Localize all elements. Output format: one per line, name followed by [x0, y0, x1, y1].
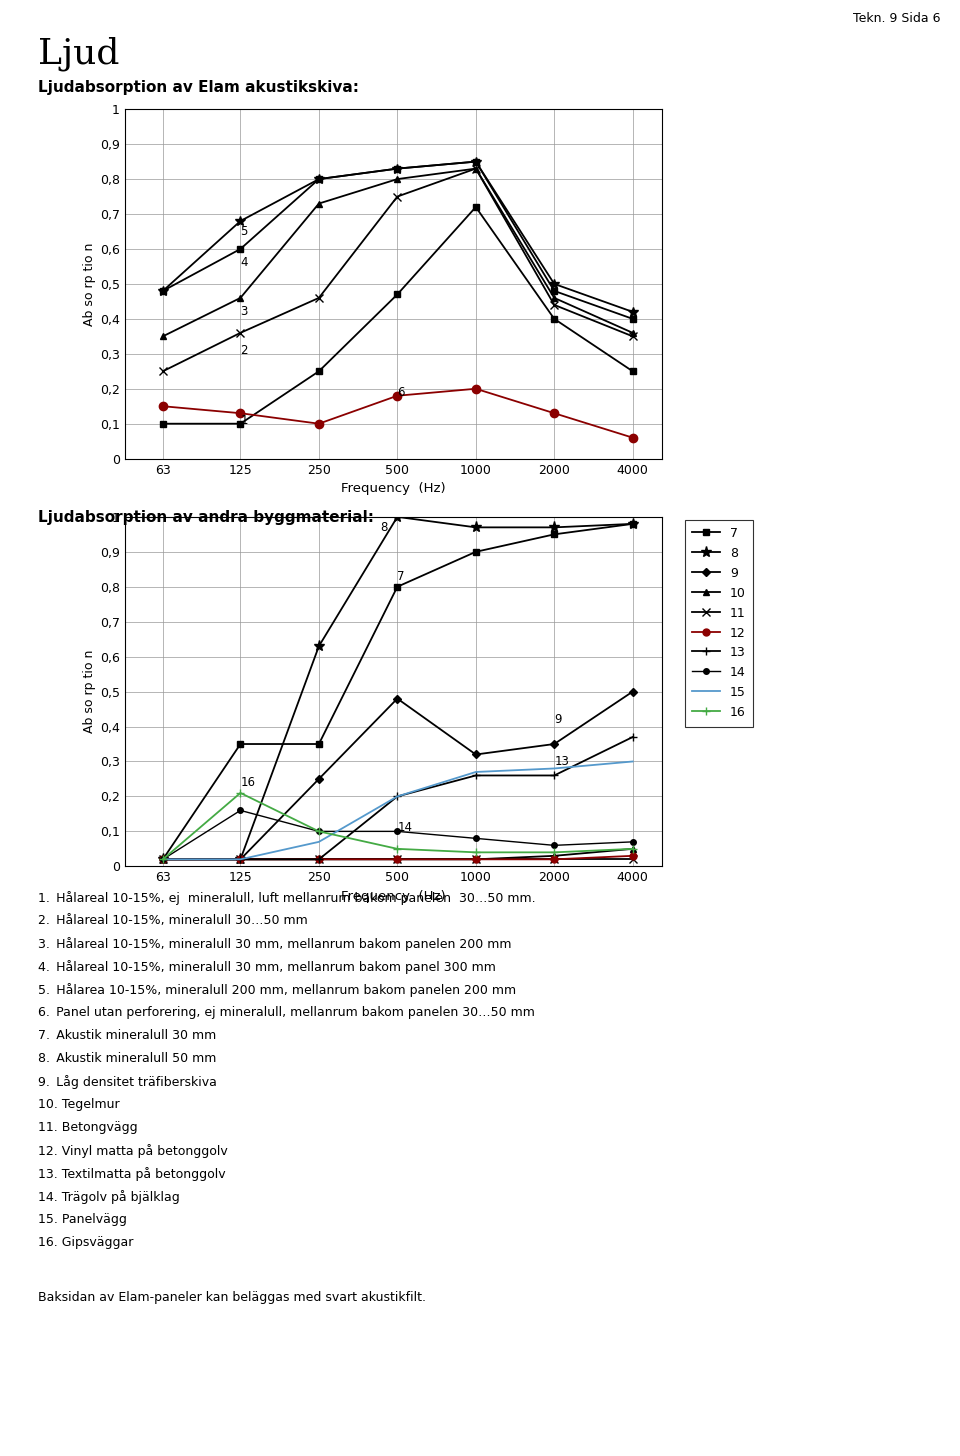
Text: 9. Låg densitet träfiberskiva: 9. Låg densitet träfiberskiva [38, 1075, 217, 1089]
Text: 14: 14 [397, 821, 413, 834]
Text: Ljudabsorption av Elam akustikskiva:: Ljudabsorption av Elam akustikskiva: [38, 80, 359, 95]
Text: 9: 9 [554, 713, 562, 727]
Text: 15. Panelvägg: 15. Panelvägg [38, 1213, 128, 1226]
Text: 13. Textilmatta på betonggolv: 13. Textilmatta på betonggolv [38, 1168, 226, 1181]
Y-axis label: Ab so rp tio n: Ab so rp tio n [83, 242, 96, 326]
Text: 5: 5 [240, 226, 248, 237]
Y-axis label: Ab so rp tio n: Ab so rp tio n [83, 649, 96, 734]
Text: 7: 7 [397, 569, 405, 582]
Text: 14. Trägolv på bjälklag: 14. Trägolv på bjälklag [38, 1190, 180, 1204]
Text: 12. Vinyl matta på betonggolv: 12. Vinyl matta på betonggolv [38, 1144, 228, 1158]
Text: 8. Akustik mineralull 50 mm: 8. Akustik mineralull 50 mm [38, 1053, 217, 1066]
Text: 6: 6 [397, 386, 405, 399]
Text: 10. Tegelmur: 10. Tegelmur [38, 1098, 120, 1111]
Text: Ljud: Ljud [38, 36, 120, 71]
Text: 1. Hålareal 10-15%, ej  mineralull, luft mellanrum bakom panelen  30…50 mm.: 1. Hålareal 10-15%, ej mineralull, luft … [38, 891, 536, 906]
Text: 4. Hålareal 10-15%, mineralull 30 mm, mellanrum bakom panel 300 mm: 4. Hålareal 10-15%, mineralull 30 mm, me… [38, 960, 496, 974]
Text: 3: 3 [240, 306, 248, 319]
Text: Ljudabsorption av andra byggmaterial:: Ljudabsorption av andra byggmaterial: [38, 510, 374, 524]
Text: 8: 8 [380, 521, 388, 534]
Text: 6. Panel utan perforering, ej mineralull, mellanrum bakom panelen 30…50 mm: 6. Panel utan perforering, ej mineralull… [38, 1006, 536, 1019]
Text: 2: 2 [240, 344, 248, 357]
Text: 4: 4 [240, 256, 248, 269]
Text: 5. Hålarea 10-15%, mineralull 200 mm, mellanrum bakom panelen 200 mm: 5. Hålarea 10-15%, mineralull 200 mm, me… [38, 983, 516, 997]
Text: 16. Gipsväggar: 16. Gipsväggar [38, 1236, 133, 1249]
Text: 7. Akustik mineralull 30 mm: 7. Akustik mineralull 30 mm [38, 1029, 217, 1042]
Text: 16: 16 [240, 776, 255, 789]
Text: 13: 13 [554, 756, 569, 767]
Text: 2. Hålareal 10-15%, mineralull 30…50 mm: 2. Hålareal 10-15%, mineralull 30…50 mm [38, 914, 308, 927]
Text: 1: 1 [240, 414, 248, 427]
X-axis label: Frequency  (Hz): Frequency (Hz) [342, 482, 445, 495]
X-axis label: Frequency  (Hz): Frequency (Hz) [342, 890, 445, 903]
Text: 3. Hålareal 10-15%, mineralull 30 mm, mellanrum bakom panelen 200 mm: 3. Hålareal 10-15%, mineralull 30 mm, me… [38, 938, 512, 951]
Text: Baksidan av Elam-paneler kan beläggas med svart akustikfilt.: Baksidan av Elam-paneler kan beläggas me… [38, 1291, 426, 1305]
Text: Tekn. 9 Sida 6: Tekn. 9 Sida 6 [853, 12, 941, 25]
Text: 11. Betongvägg: 11. Betongvägg [38, 1121, 138, 1134]
Legend: 7, 8, 9, 10, 11, 12, 13, 14, 15, 16: 7, 8, 9, 10, 11, 12, 13, 14, 15, 16 [684, 520, 754, 727]
